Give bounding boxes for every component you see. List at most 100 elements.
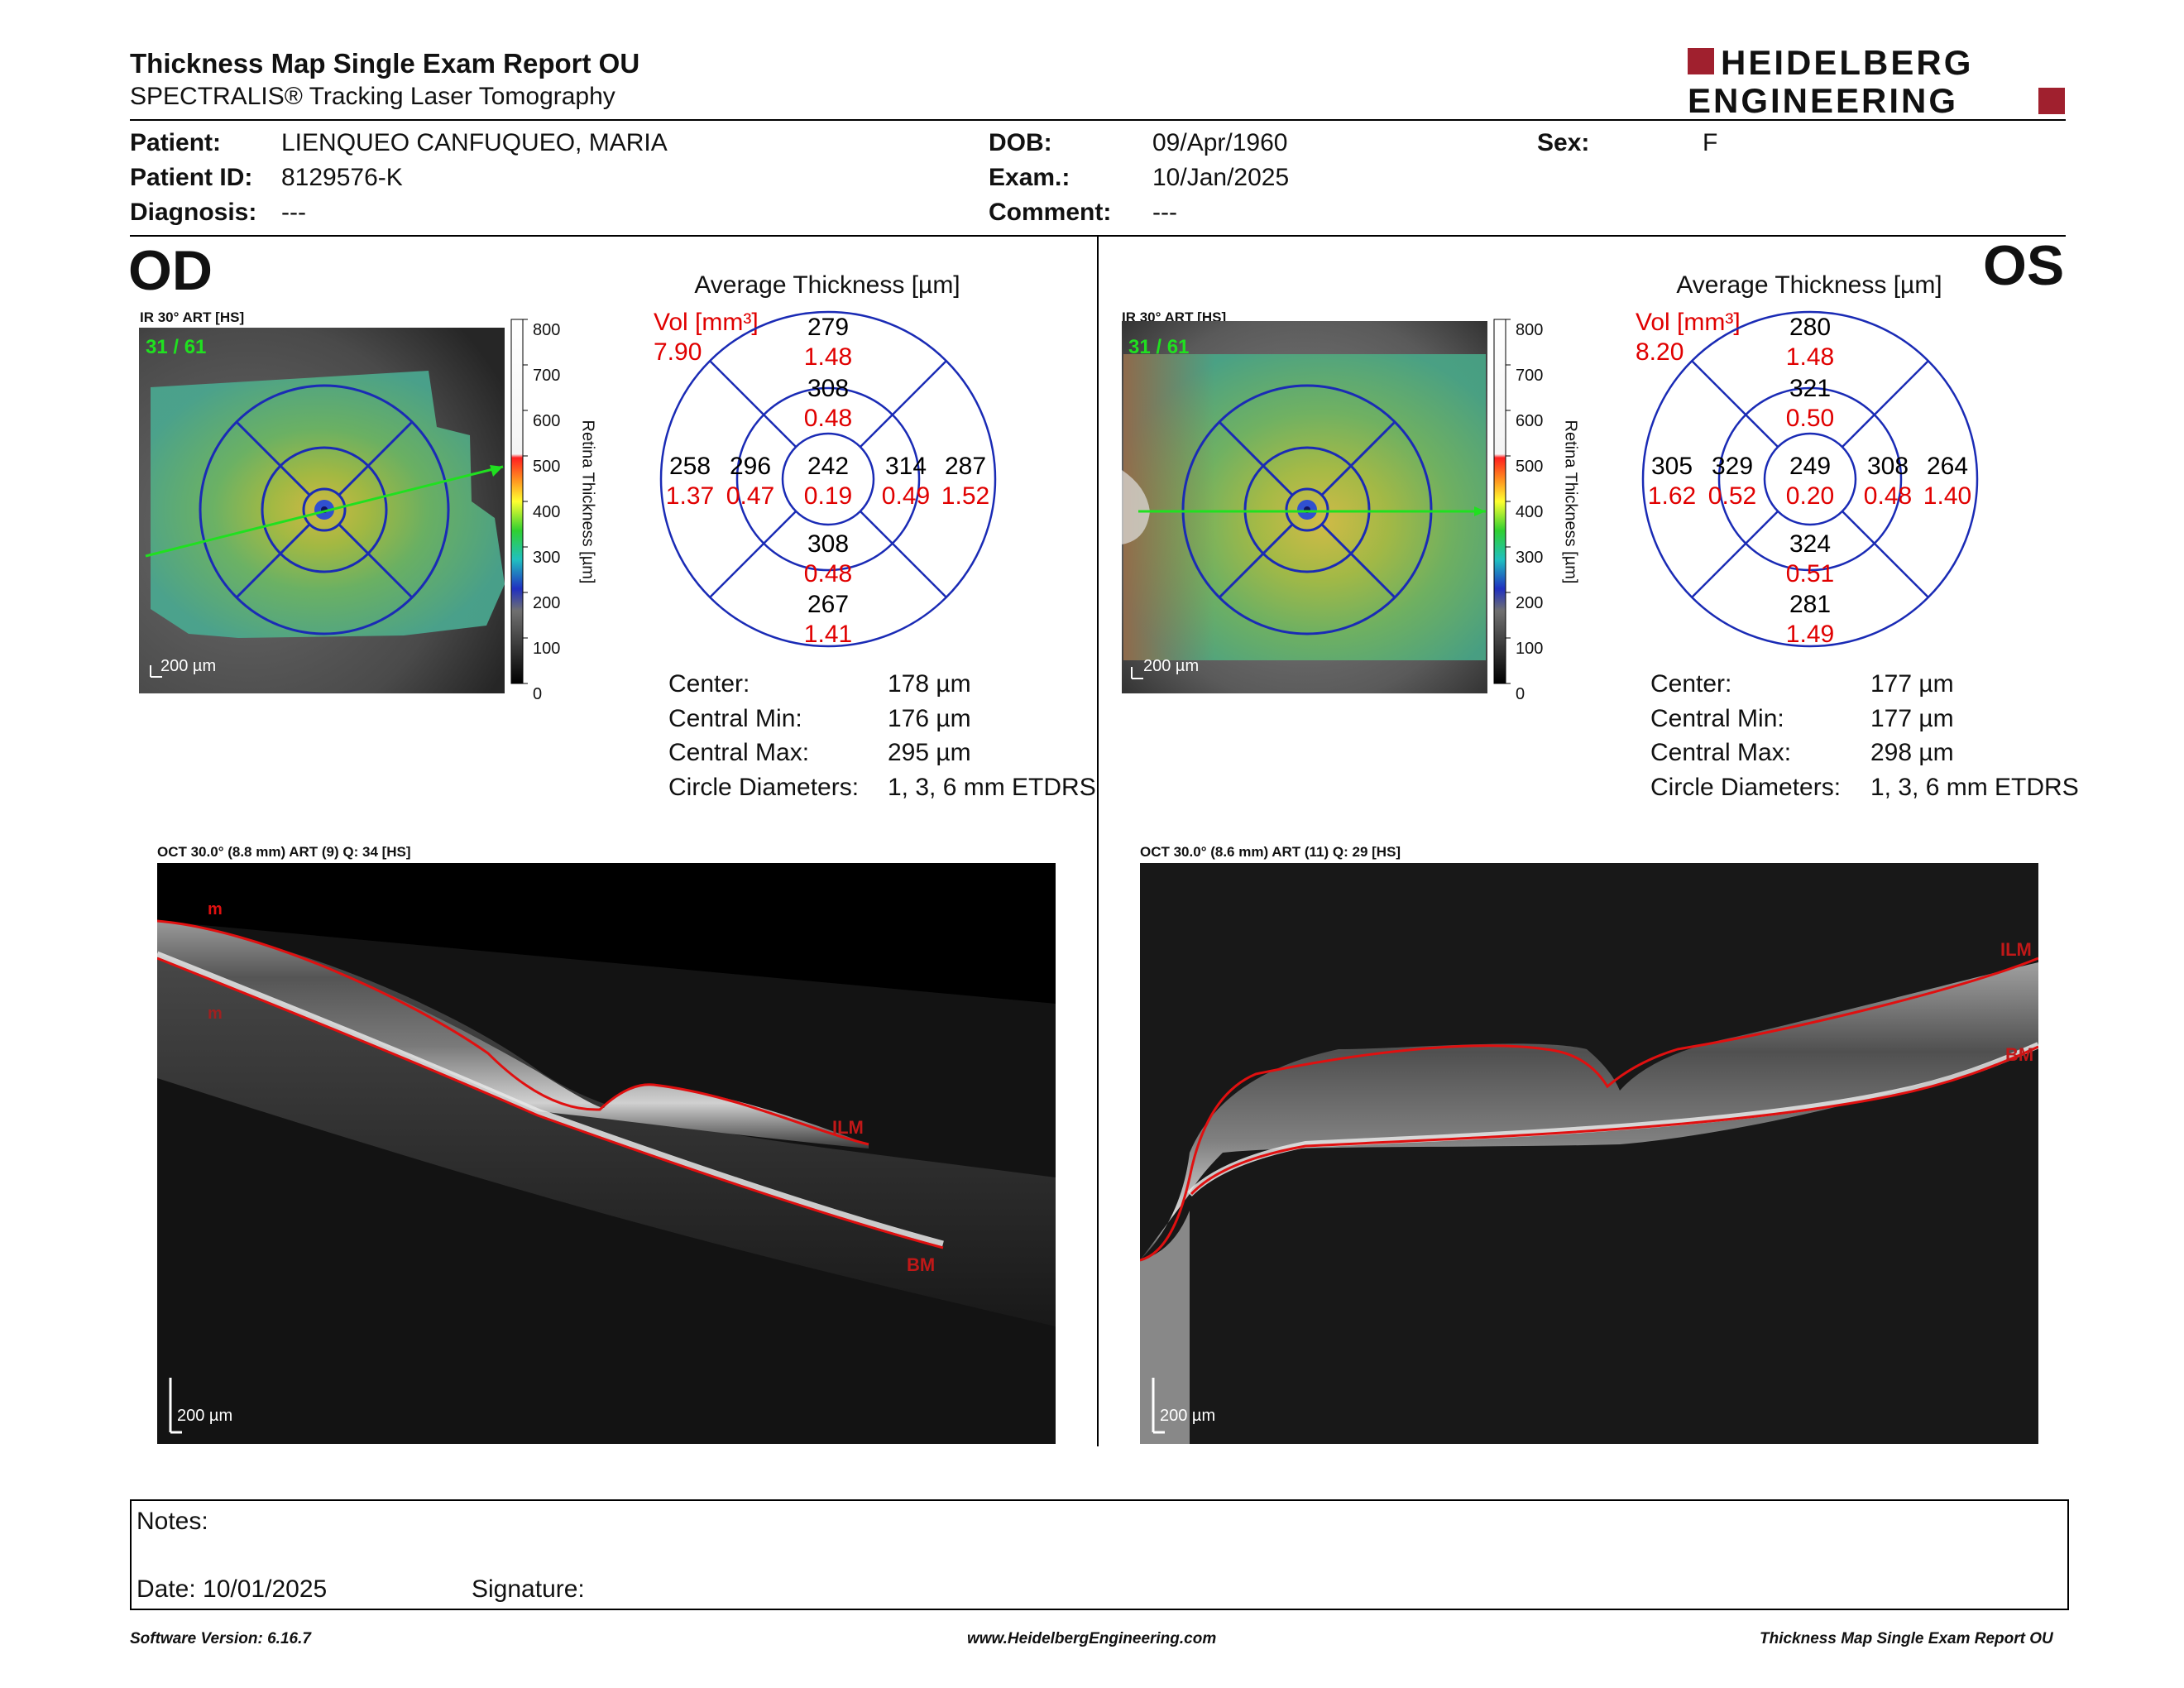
os-max-value: 298 µm [1870,739,1954,766]
os-center-value: 177 µm [1870,670,1954,698]
report-subtitle: SPECTRALIS® Tracking Laser Tomography [130,83,615,110]
notes-box[interactable]: Notes: Date: 10/01/2025 Signature: [130,1499,2069,1610]
os-bm-label: BM [2005,1044,2034,1065]
os-frame-counter: 31 / 61 [1128,336,1190,358]
od-max-value: 295 µm [888,739,971,766]
signature-label: Signature: [472,1575,585,1603]
os-min-label: Central Min: [1650,705,1784,732]
od-outer-top-volume: 1.48 [804,343,852,371]
date-label: Date: 10/01/2025 [136,1575,328,1603]
tick: 600 [533,412,561,430]
od-center-thickness: 242 [807,453,849,480]
od-inner-left-volume: 0.47 [726,482,774,510]
tick: 200 [1516,594,1544,612]
os-oct-bscan [1140,863,2038,1444]
tick: 700 [533,367,561,385]
od-outer-left-volume: 1.37 [666,482,714,510]
tick: 100 [1516,640,1544,658]
od-fundus-map [139,328,505,693]
od-outer-top-thickness: 279 [807,314,849,341]
os-outer-right-volume: 1.40 [1923,482,1971,510]
eye-label-od: OD [128,239,213,302]
od-vol: Vol [mm³] 7.90 [654,308,759,367]
os-outer-top-thickness: 280 [1789,314,1831,341]
os-colorbar-ticks: 800 700 600 500 400 300 200 100 0 [1516,308,1549,717]
od-outer-right-volume: 1.52 [941,482,989,510]
od-vol-value: 7.90 [654,338,702,366]
tick: 500 [1516,458,1544,476]
os-vol-label: Vol [mm³] [1636,309,1741,336]
footer-software-version: Software Version: 6.16.7 [130,1630,311,1647]
exam-label: Exam.: [989,164,1070,191]
od-vol-label: Vol [mm³] [654,309,759,336]
os-outer-bottom-volume: 1.49 [1786,621,1834,648]
os-circ-value: 1, 3, 6 mm ETDRS [1870,774,2079,801]
tick: 700 [1516,367,1544,385]
od-fundus-scale: 200 µm [160,657,217,675]
os-inner-right-thickness: 308 [1867,453,1909,480]
os-center-label: Center: [1650,670,1732,698]
od-bm-label: BM [907,1254,936,1275]
patient-label: Patient: [130,129,222,156]
heidelberg-logo: HEIDELBERG ENGINEERING [1688,46,2065,116]
od-outer-left-thickness: 258 [669,453,711,480]
comment-label: Comment: [989,199,1112,226]
tick: 800 [1516,321,1544,339]
os-fundus-scale: 200 µm [1143,657,1200,675]
od-inner-top-thickness: 308 [807,375,849,402]
od-colorbar-label: Retina Thickness [µm] [578,420,597,584]
od-etdrs-grid: 279 1.48 308 0.48 242 0.19 308 0.48 267 … [659,310,997,648]
diagnosis-value: --- [281,199,306,226]
patient-id-label: Patient ID: [130,164,253,191]
od-ilm-label: ILM [832,1117,864,1138]
dob-value: 09/Apr/1960 [1152,129,1288,156]
od-inner-right-thickness: 314 [885,453,927,480]
os-ilm-label: ILM [2000,939,2032,960]
logo-line2: ENGINEERING [1688,81,1958,116]
tick: 600 [1516,412,1544,430]
os-center-volume: 0.20 [1786,482,1834,510]
os-center-thickness: 249 [1789,453,1831,480]
os-colorbar-label: Retina Thickness [µm] [1561,420,1580,584]
od-min-value: 176 µm [888,705,971,732]
od-frame-counter: 31 / 61 [146,336,207,358]
od-center-label: Center: [668,670,750,698]
tick: 300 [533,549,561,567]
footer-website-link[interactable]: www.HeidelbergEngineering.com [967,1630,1217,1647]
od-outer-bottom-volume: 1.41 [804,621,852,648]
od-avg-title: Average Thickness [µm] [694,271,960,299]
os-vol-value: 8.20 [1636,338,1684,366]
os-colorbar [1493,319,1511,684]
patient-id: 8129576-K [281,164,403,191]
info-rule [130,235,2066,237]
od-oct-bscan [157,863,1056,1444]
od-inner-bottom-thickness: 308 [807,530,849,558]
od-oct-scale: 200 µm [177,1407,233,1425]
os-outer-bottom-thickness: 281 [1789,591,1831,618]
od-center-value: 178 µm [888,670,971,698]
od-ir-caption: IR 30° ART [HS] [140,309,245,325]
tick: 400 [533,503,561,521]
os-oct-scale: 200 µm [1160,1407,1216,1425]
od-inner-left-thickness: 296 [730,453,771,480]
os-avg-title: Average Thickness [µm] [1676,271,1942,299]
os-inner-top-volume: 0.50 [1786,405,1834,432]
exam-value: 10/Jan/2025 [1152,164,1290,191]
diagnosis-label: Diagnosis: [130,199,257,226]
report-title: Thickness Map Single Exam Report OU [130,48,640,79]
od-oct-caption: OCT 30.0° (8.8 mm) ART (9) Q: 34 [HS] [157,844,411,860]
tick: 800 [533,321,561,339]
os-vol: Vol [mm³] 8.20 [1636,308,1741,367]
od-outer-bottom-thickness: 267 [807,591,849,618]
logo-line1: HEIDELBERG [1721,46,1973,82]
os-outer-right-thickness: 264 [1927,453,1968,480]
os-inner-left-volume: 0.52 [1708,482,1756,510]
tick: 0 [533,685,543,703]
eye-divider [1097,237,1099,1446]
od-circ-value: 1, 3, 6 mm ETDRS [888,774,1096,801]
footer-report-name: Thickness Map Single Exam Report OU [1760,1630,2053,1647]
od-inner-right-volume: 0.49 [882,482,930,510]
os-fundus-map [1122,321,1487,693]
os-outer-left-thickness: 305 [1651,453,1693,480]
tick: 0 [1516,685,1525,703]
